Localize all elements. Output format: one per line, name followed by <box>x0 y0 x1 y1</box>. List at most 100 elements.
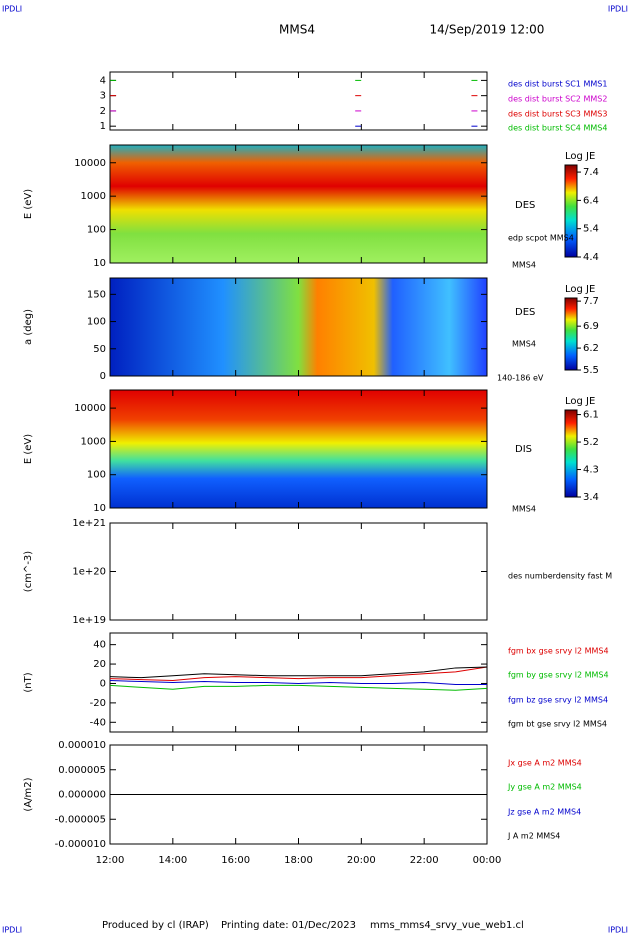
colorbar-tick-label: 6.1 <box>583 410 599 421</box>
y-tick-label: 10000 <box>74 158 106 169</box>
y-tick-label: 1 <box>100 121 106 132</box>
side-label: edp scpot MMS4 <box>508 234 574 243</box>
panel-frame <box>109 522 488 621</box>
y-tick-label: 150 <box>87 289 106 300</box>
x-tick-label: 20:00 <box>347 855 376 866</box>
y-tick-label: 40 <box>93 640 106 651</box>
y-axis-label: E (eV) <box>23 189 34 219</box>
y-axis-label: (cm^-3) <box>23 551 34 592</box>
legend-entry: fgm bt gse srvy l2 MMS4 <box>508 720 607 729</box>
y-tick-label: 0.000000 <box>58 790 106 801</box>
y-tick-label: 10 <box>93 258 106 269</box>
legend-entry: des dist burst SC3 MMS3 <box>508 110 607 119</box>
y-axis-label: (A/m2) <box>23 777 34 811</box>
y-tick-label: 1000 <box>81 436 106 447</box>
colorbar-label: Log JE <box>565 284 595 295</box>
y-tick-label: 0.000010 <box>58 740 106 751</box>
x-tick-label: 00:00 <box>473 855 502 866</box>
colorbar-tick-label: 7.4 <box>583 167 599 178</box>
y-tick-label: 1e+19 <box>72 615 106 626</box>
y-tick-label: 4 <box>100 75 106 86</box>
colorbar-tick-label: 7.7 <box>583 296 599 307</box>
colorbar <box>564 164 578 258</box>
legend-entry: J A m2 MMS4 <box>507 832 560 841</box>
series-line <box>109 684 488 691</box>
corner-label: IPDLI <box>608 926 628 934</box>
side-label: MMS4 <box>512 505 536 514</box>
side-label: MMS4 <box>512 340 536 349</box>
y-tick-label: -0.000010 <box>55 839 106 850</box>
colorbar-label: Log JE <box>565 151 595 162</box>
y-tick-label: -20 <box>90 698 106 709</box>
legend-entry: fgm bx gse srvy l2 MMS4 <box>508 647 609 656</box>
y-tick-label: 2 <box>100 106 106 117</box>
side-label: DES <box>515 307 535 318</box>
y-tick-label: -40 <box>90 717 106 728</box>
legend-entry: Jz gse A m2 MMS4 <box>507 808 581 817</box>
legend-entry: fgm bz gse srvy l2 MMS4 <box>508 696 608 705</box>
side-label: des numberdensity fast M <box>508 572 612 581</box>
side-label: DIS <box>515 444 532 455</box>
y-tick-label: 10 <box>93 503 106 514</box>
legend-entry: Jy gse A m2 MMS4 <box>507 783 582 792</box>
spectrogram <box>110 390 487 508</box>
colorbar-tick-label: 3.4 <box>583 492 599 503</box>
y-tick-label: 0 <box>100 371 106 382</box>
colorbar-tick-label: 4.4 <box>583 252 599 263</box>
y-axis-label: a (deg) <box>23 309 34 345</box>
legend-entry: des dist burst SC2 MMS2 <box>508 95 607 104</box>
colorbar-tick-label: 4.3 <box>583 465 599 476</box>
x-tick-label: 12:00 <box>96 855 125 866</box>
side-label: 140-186 eV <box>497 374 544 383</box>
panel-frame <box>109 71 488 131</box>
x-tick-label: 16:00 <box>221 855 250 866</box>
legend-entry: des dist burst SC1 MMS1 <box>508 80 607 89</box>
y-axis-label: E (eV) <box>23 434 34 464</box>
side-label: DES <box>515 200 535 211</box>
x-tick-label: 22:00 <box>410 855 439 866</box>
y-tick-label: -0.000005 <box>55 814 106 825</box>
footer-produced: Produced by cl (IRAP) <box>102 920 209 931</box>
series-line <box>109 666 488 682</box>
corner-label: IPDLI <box>2 926 22 934</box>
y-tick-label: 100 <box>87 225 106 236</box>
colorbar-tick-label: 5.4 <box>583 224 599 235</box>
legend-entry: fgm by gse srvy l2 MMS4 <box>508 671 609 680</box>
y-tick-label: 100 <box>87 470 106 481</box>
y-tick-label: 50 <box>93 344 106 355</box>
x-tick-label: 18:00 <box>284 855 313 866</box>
series-line <box>109 666 488 679</box>
y-tick-label: 10000 <box>74 403 106 414</box>
colorbar <box>564 409 578 498</box>
y-tick-label: 1e+21 <box>72 518 106 529</box>
legend-entry: des dist burst SC4 MMS4 <box>508 124 607 133</box>
colorbar-tick-label: 5.2 <box>583 437 599 448</box>
y-tick-label: 3 <box>100 91 106 102</box>
footer-file: mms_mms4_srvy_vue_web1.cl <box>370 920 524 931</box>
side-label: MMS4 <box>512 261 536 270</box>
y-tick-label: 0 <box>100 678 106 689</box>
spectrogram <box>110 145 487 263</box>
corner-label: IPDLI <box>608 5 628 14</box>
y-tick-label: 1000 <box>81 191 106 202</box>
colorbar-tick-label: 5.5 <box>583 365 599 376</box>
series-line <box>109 680 487 685</box>
y-tick-label: 20 <box>93 659 106 670</box>
y-tick-label: 0.000005 <box>58 765 106 776</box>
footer-printing: Printing date: 01/Dec/2023 <box>221 920 356 931</box>
y-tick-label: 1e+20 <box>72 567 106 578</box>
x-tick-label: 14:00 <box>158 855 187 866</box>
legend-entry: Jx gse A m2 MMS4 <box>507 759 582 768</box>
corner-label: IPDLI <box>2 5 22 14</box>
colorbar-label: Log JE <box>565 396 595 407</box>
colorbar-tick-label: 6.4 <box>583 195 599 206</box>
date: 14/Sep/2019 12:00 <box>430 23 545 37</box>
y-axis-label: (nT) <box>23 672 34 692</box>
spectrogram <box>110 278 487 376</box>
colorbar <box>564 297 578 371</box>
colorbar-tick-label: 6.9 <box>583 321 599 332</box>
title: MMS4 <box>279 23 315 37</box>
y-tick-label: 100 <box>87 317 106 328</box>
colorbar-tick-label: 6.2 <box>583 343 599 354</box>
